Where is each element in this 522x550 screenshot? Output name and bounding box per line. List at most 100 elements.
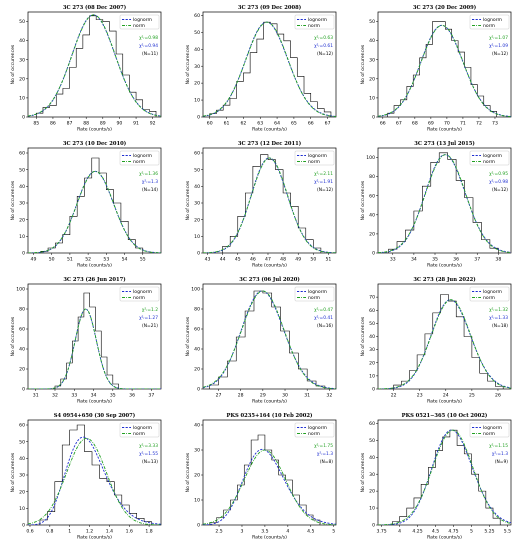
histogram-bar bbox=[456, 180, 464, 253]
fit-curves bbox=[378, 154, 511, 253]
histogram-bar bbox=[217, 518, 224, 526]
fit-stats: χ²ᵣ=0.47 χ²ᵣ=0.41 (N=16) bbox=[314, 307, 333, 329]
histogram-bar bbox=[83, 35, 90, 117]
x-tick-label: 53 bbox=[103, 257, 109, 263]
x-tick-label: 34 bbox=[411, 257, 417, 263]
x-tick-label: 33 bbox=[390, 257, 396, 263]
histogram-bar bbox=[407, 86, 413, 117]
y-tick-label: 50 bbox=[194, 30, 200, 36]
sample-count: (N=12) bbox=[317, 187, 333, 193]
histogram-bar bbox=[479, 491, 486, 525]
lognorm-curve bbox=[378, 154, 511, 253]
y-tick-label: 20 bbox=[194, 473, 200, 479]
x-tick-label: 49 bbox=[295, 257, 301, 263]
y-tick-label: 100 bbox=[366, 155, 375, 161]
histogram-bar bbox=[250, 53, 257, 117]
lognorm-curve bbox=[28, 436, 161, 525]
legend-lognorm-label: lognorm bbox=[133, 289, 153, 295]
chi-squared-norm: χ²ᵣ=0.95 bbox=[489, 171, 508, 177]
x-tick-label: 32 bbox=[326, 393, 332, 399]
chi-squared-norm: χ²ᵣ=0.98 bbox=[139, 35, 158, 41]
histogram-bar bbox=[394, 106, 400, 117]
sample-count: (N=11) bbox=[142, 51, 158, 57]
norm-curve bbox=[378, 299, 511, 389]
panel-9: 3C 273 (28 Jun 2022) 22 23 24 25 26 0 10 20 30 40 5… bbox=[360, 276, 512, 405]
chi-squared-norm: χ²ᵣ=3.33 bbox=[139, 443, 158, 449]
fit-stats: χ²ᵣ=1.75 χ²ᵣ=1.3 (N=8) bbox=[314, 443, 333, 465]
y-tick-label: 0 bbox=[22, 251, 25, 257]
x-tick-label: 38 bbox=[495, 257, 501, 263]
norm-curve bbox=[28, 437, 161, 525]
fit-stats: χ²ᵣ=3.33 χ²ᵣ=1.55 (N=13) bbox=[139, 443, 158, 465]
fit-curves bbox=[203, 21, 336, 117]
y-tick-label: 50 bbox=[19, 19, 25, 25]
histogram-bar bbox=[123, 75, 130, 117]
chi-squared-norm: χ²ᵣ=2.11 bbox=[314, 171, 333, 177]
x-tick-label: 1.2 bbox=[86, 529, 93, 535]
x-tick-label: 71 bbox=[460, 121, 466, 127]
histogram-outline bbox=[387, 21, 497, 117]
histogram-bar bbox=[452, 41, 458, 117]
legend-norm-label: norm bbox=[133, 159, 146, 165]
norm-curve bbox=[203, 157, 336, 253]
histogram-bar bbox=[304, 93, 311, 117]
histogram-bar bbox=[56, 94, 63, 117]
x-tick-label: 1.8 bbox=[145, 529, 152, 535]
histogram-bar bbox=[297, 76, 304, 117]
histogram-bar bbox=[433, 313, 441, 389]
y-tick-label: 30 bbox=[369, 57, 375, 63]
x-tick-label: 4 bbox=[398, 529, 401, 535]
y-tick-label: 10 bbox=[369, 506, 375, 512]
x-tick-label: 87 bbox=[67, 121, 73, 127]
histogram-bar bbox=[443, 437, 450, 525]
panel-1: 3C 273 (08 Dec 2007) 85 86 87 88 89 90 91 92 0 10 2… bbox=[10, 4, 162, 133]
x-tick-label: 29 bbox=[260, 393, 266, 399]
x-tick-label: 5 bbox=[470, 529, 473, 535]
chi-squared-norm: χ²ᵣ=1.07 bbox=[489, 35, 508, 41]
histogram-bar bbox=[84, 178, 91, 253]
legend-norm-label: norm bbox=[483, 295, 496, 301]
y-tick-label: 0 bbox=[197, 523, 200, 529]
x-tick-label: 31 bbox=[304, 393, 310, 399]
chi-squared-norm: χ²ᵣ=0.63 bbox=[314, 35, 333, 41]
y-tick-label: 40 bbox=[19, 184, 25, 190]
y-tick-label: 30 bbox=[194, 201, 200, 207]
plot-frame bbox=[377, 11, 512, 118]
histogram-bar bbox=[272, 307, 281, 389]
y-tick-label: 0 bbox=[372, 387, 375, 393]
lognorm-curve bbox=[203, 290, 336, 389]
y-tick-label: 60 bbox=[369, 193, 375, 199]
y-tick-label: 60 bbox=[194, 151, 200, 157]
chi-squared-norm: χ²ᵣ=1.32 bbox=[489, 307, 508, 313]
y-tick-label: 80 bbox=[369, 174, 375, 180]
legend-lognorm-label: lognorm bbox=[483, 153, 503, 159]
lognorm-curve bbox=[28, 308, 161, 389]
histogram-bar bbox=[292, 495, 299, 525]
histogram-bar bbox=[450, 430, 457, 525]
chi-squared-norm: χ²ᵣ=1.15 bbox=[489, 443, 508, 449]
x-tick-label: 51 bbox=[326, 257, 332, 263]
y-tick-label: 0 bbox=[22, 523, 25, 529]
x-tick-label: 60 bbox=[207, 121, 213, 127]
y-tick-label: 40 bbox=[194, 47, 200, 53]
chi-squared-lognorm: χ²ᵣ=0.98 bbox=[489, 179, 508, 185]
histogram-bar bbox=[480, 373, 488, 389]
x-tick-label: 73 bbox=[492, 121, 498, 127]
histogram bbox=[40, 157, 144, 253]
x-tick-label: 4 bbox=[286, 529, 289, 535]
x-tick-label: 85 bbox=[33, 121, 39, 127]
histogram-bar bbox=[223, 105, 230, 117]
x-tick-label: 0.6 bbox=[26, 529, 33, 535]
y-tick-label: 40 bbox=[194, 423, 200, 429]
x-tick-label: 68 bbox=[412, 121, 418, 127]
histogram-outline bbox=[393, 294, 504, 389]
norm-curve bbox=[378, 24, 511, 117]
histogram-bar bbox=[116, 54, 123, 117]
chi-squared-lognorm: χ²ᵣ=1.09 bbox=[489, 43, 508, 49]
plot-frame bbox=[202, 11, 337, 118]
x-tick-label: 31 bbox=[33, 393, 39, 399]
lognorm-curve bbox=[378, 299, 511, 389]
